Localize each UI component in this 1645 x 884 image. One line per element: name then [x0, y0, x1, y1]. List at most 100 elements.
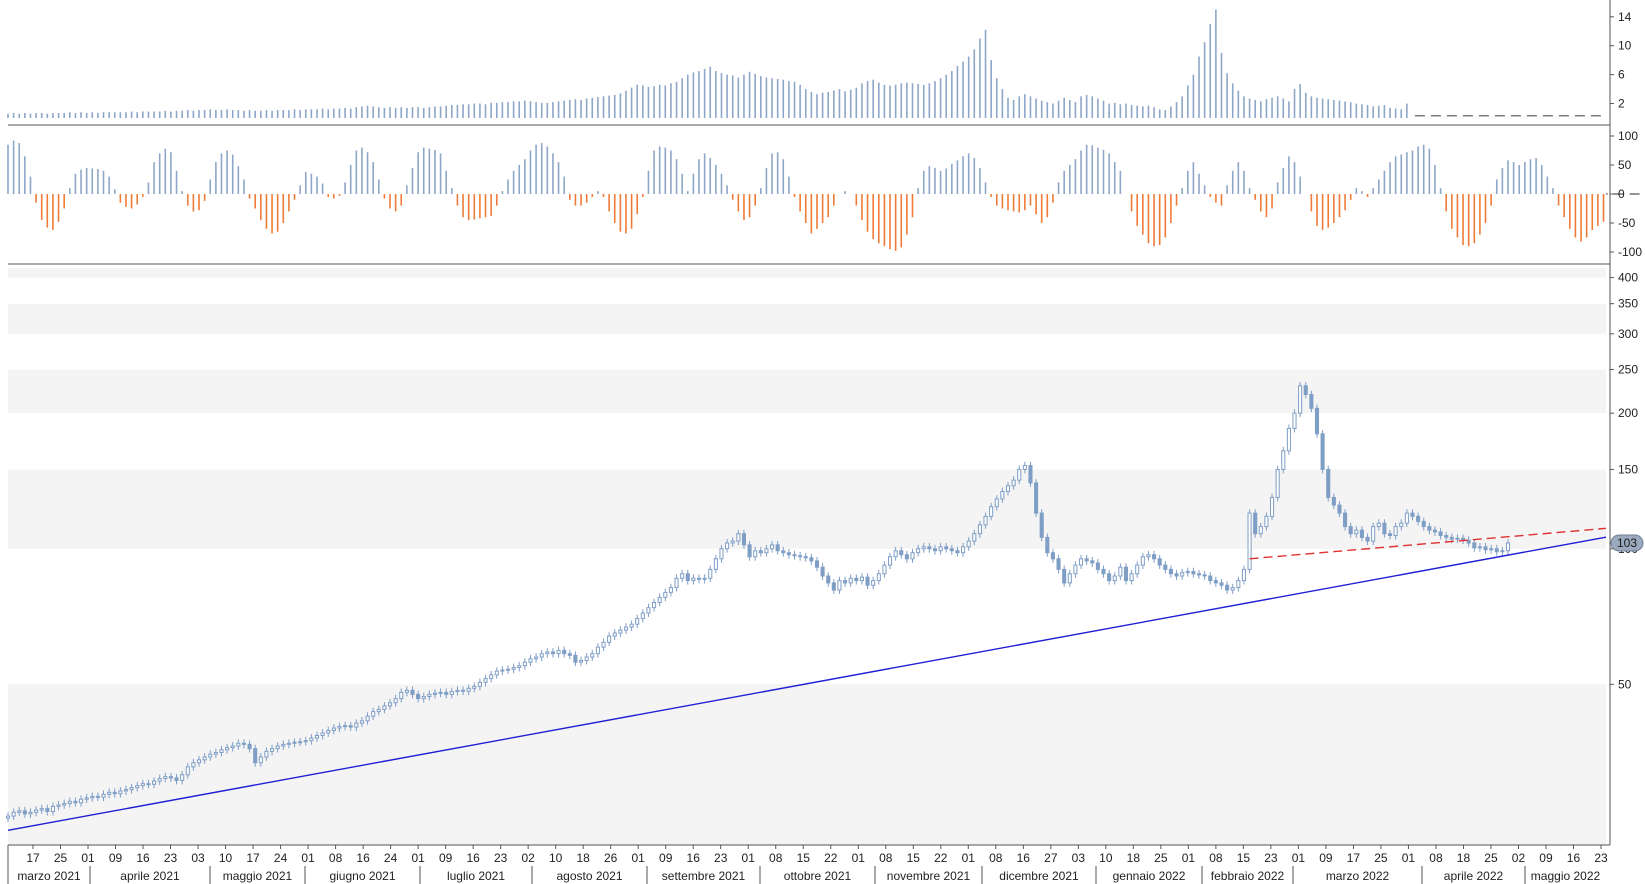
candle-up [1141, 557, 1144, 565]
candle-up [1001, 492, 1004, 499]
x-day-tick: 09 [109, 851, 123, 865]
x-day-tick: 08 [879, 851, 893, 865]
candle-down [1197, 574, 1200, 575]
x-day-tick: 08 [329, 851, 343, 865]
candle-up [1287, 428, 1290, 450]
candle-up [220, 750, 223, 753]
oscillator-y-tick: -50 [1618, 216, 1636, 230]
candle-down [1383, 523, 1386, 534]
candle-up [265, 751, 268, 757]
volume-y-tick: 10 [1618, 39, 1632, 53]
candle-down [1124, 567, 1127, 580]
candle-down [563, 650, 566, 653]
candle-up [1355, 530, 1358, 534]
x-day-tick: 23 [1594, 851, 1608, 865]
candle-up [636, 619, 639, 625]
candle-down [1439, 532, 1442, 536]
x-month-label: gennaio 2022 [1113, 869, 1186, 883]
candle-up [714, 559, 717, 570]
x-month-label: ottobre 2021 [784, 869, 852, 883]
candle-up [388, 703, 391, 706]
candle-up [158, 779, 161, 782]
candle-up [596, 647, 599, 654]
x-day-tick: 01 [742, 851, 756, 865]
candle-up [124, 790, 127, 791]
candle-up [647, 608, 650, 613]
candle-up [405, 690, 408, 692]
candle-down [900, 551, 903, 555]
candle-down [1473, 543, 1476, 548]
x-day-tick: 01 [411, 851, 425, 865]
candle-up [1478, 547, 1481, 548]
x-day-tick: 23 [1264, 851, 1278, 865]
candle-down [759, 551, 762, 553]
x-day-tick: 15 [1237, 851, 1251, 865]
candle-down [1096, 563, 1099, 569]
x-day-tick: 23 [494, 851, 508, 865]
candle-up [771, 545, 774, 549]
candle-up [293, 742, 296, 743]
candle-down [742, 534, 745, 545]
x-day-tick: 16 [136, 851, 150, 865]
candle-up [360, 721, 363, 723]
x-day-tick: 17 [1347, 851, 1361, 865]
candle-up [130, 788, 133, 790]
candle-up [63, 803, 66, 804]
candle-up [1136, 565, 1139, 574]
candle-up [1006, 486, 1009, 492]
candle-down [1220, 583, 1223, 585]
candle-down [1304, 386, 1307, 395]
candle-up [400, 692, 403, 698]
candle-up [495, 671, 498, 675]
candle-down [568, 654, 571, 656]
x-day-tick: 25 [54, 851, 68, 865]
candle-down [1450, 537, 1453, 539]
candle-down [776, 545, 779, 551]
candle-down [1332, 497, 1335, 505]
x-day-tick: 23 [164, 851, 178, 865]
candle-down [827, 576, 830, 583]
candle-up [79, 799, 82, 803]
candle-up [91, 796, 94, 797]
candle-down [844, 581, 847, 583]
candle-down [242, 743, 245, 744]
candle-up [68, 801, 71, 803]
candle-up [1231, 588, 1234, 590]
candle-down [821, 567, 824, 576]
candle-down [950, 549, 953, 551]
candle-up [259, 757, 262, 763]
candle-up [85, 798, 88, 799]
candle-up [894, 551, 897, 557]
candle-up [557, 650, 560, 653]
oscillator-y-tick: 50 [1618, 158, 1632, 172]
candle-up [321, 733, 324, 736]
candle-up [585, 657, 588, 660]
candle-down [1417, 516, 1420, 521]
candle-down [46, 809, 49, 812]
candle-up [883, 565, 886, 574]
x-day-tick: 27 [1044, 851, 1058, 865]
candle-up [669, 588, 672, 593]
candle-up [214, 752, 217, 754]
x-day-tick: 16 [1017, 851, 1031, 865]
candle-down [855, 578, 858, 580]
candle-up [703, 578, 706, 579]
candle-up [51, 806, 54, 811]
candle-down [1169, 569, 1172, 573]
candle-down [1192, 572, 1195, 574]
x-day-tick: 09 [659, 851, 673, 865]
candle-up [1405, 513, 1408, 523]
candle-down [254, 749, 257, 763]
candle-down [1360, 530, 1363, 537]
x-day-tick: 02 [521, 851, 535, 865]
candle-up [186, 767, 189, 775]
candle-up [995, 499, 998, 507]
x-day-tick: 03 [1072, 851, 1086, 865]
candle-up [675, 578, 678, 587]
price-band [8, 268, 1606, 278]
candle-up [153, 781, 156, 784]
candle-up [203, 757, 206, 760]
candle-up [872, 581, 875, 586]
candle-down [1422, 521, 1425, 526]
